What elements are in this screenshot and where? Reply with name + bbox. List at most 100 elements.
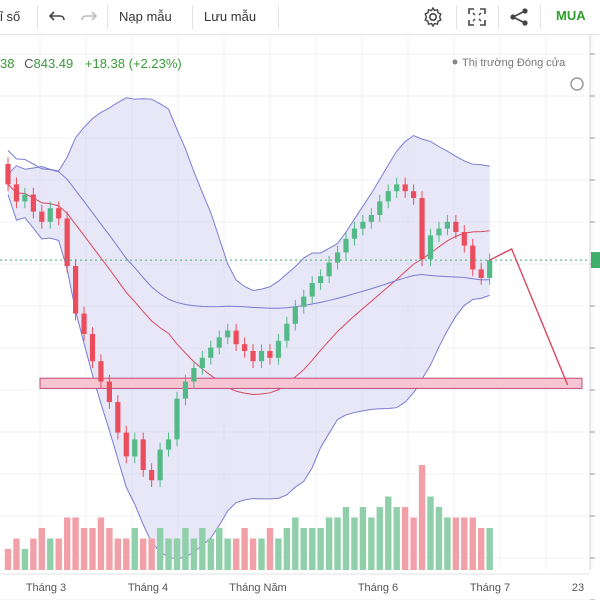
candle-body bbox=[284, 323, 290, 341]
volume-bar bbox=[156, 528, 164, 570]
candle-body bbox=[444, 221, 450, 229]
candle-body bbox=[478, 269, 484, 278]
volume-bar bbox=[435, 507, 443, 570]
candle-body bbox=[242, 344, 248, 351]
candle-body bbox=[115, 402, 121, 433]
share-icon[interactable] bbox=[507, 5, 531, 29]
volume-bar bbox=[89, 528, 96, 570]
volume-bar bbox=[418, 465, 426, 570]
volume-bar bbox=[232, 538, 240, 570]
volume-bar bbox=[359, 507, 367, 570]
price-change: +18.38 (+2.23%) bbox=[84, 56, 182, 71]
volume-bar bbox=[140, 538, 147, 570]
save-template-button[interactable]: Lưu mẫu bbox=[204, 9, 257, 24]
candle-body bbox=[216, 337, 222, 348]
volume-bar bbox=[292, 517, 299, 570]
volume-bar bbox=[283, 528, 291, 570]
bollinger-upper-line bbox=[7, 97, 490, 291]
candle-body bbox=[165, 439, 172, 450]
x-axis-label: Tháng 7 bbox=[470, 582, 510, 594]
toolbar-divider bbox=[456, 5, 457, 29]
volume-bar bbox=[444, 517, 451, 570]
candle-body bbox=[47, 208, 53, 222]
redo-icon[interactable] bbox=[77, 5, 101, 29]
volume-bar bbox=[452, 517, 460, 570]
buy-button[interactable]: MUA bbox=[556, 8, 586, 23]
volume-bar bbox=[148, 538, 155, 570]
volume-bar bbox=[80, 528, 88, 570]
price-legend: 38 C843.49 +18.38 (+2.23%) bbox=[0, 56, 182, 71]
volume-bar bbox=[224, 538, 231, 570]
volume-bar bbox=[249, 538, 257, 570]
volume-bar bbox=[309, 528, 316, 570]
volume-bar bbox=[300, 528, 307, 570]
candle-body bbox=[81, 313, 87, 334]
candle-body bbox=[258, 351, 265, 362]
candle-body bbox=[39, 211, 45, 222]
candle-body bbox=[275, 340, 281, 358]
volume-bar bbox=[342, 507, 350, 570]
volume-bar bbox=[385, 496, 392, 570]
candle-body bbox=[461, 232, 467, 246]
last-price-marker bbox=[591, 252, 600, 269]
candle-body bbox=[73, 266, 79, 314]
toolbar-divider bbox=[192, 5, 193, 29]
volume-bar bbox=[106, 528, 113, 570]
candle-body bbox=[309, 283, 315, 297]
candle-body bbox=[351, 228, 358, 239]
volume-bar bbox=[478, 528, 485, 570]
volume-bar bbox=[325, 517, 333, 570]
volume-bar bbox=[216, 528, 223, 570]
load-template-button[interactable]: Nạp mẫu bbox=[119, 9, 172, 24]
price-chart[interactable]: Thị trường Đóng cửa Tháng 3 Tháng 4 Tháng N… bbox=[0, 34, 600, 600]
toolbar-divider bbox=[278, 5, 279, 29]
volume-bar bbox=[241, 528, 248, 570]
candle-body bbox=[89, 334, 96, 362]
candle-body bbox=[368, 215, 374, 222]
candle-body bbox=[30, 194, 36, 212]
close-label: C bbox=[24, 56, 34, 71]
candle-body bbox=[208, 347, 214, 358]
bollinger-lower-line bbox=[7, 194, 490, 560]
undo-icon[interactable] bbox=[45, 5, 69, 29]
volume-bar bbox=[4, 549, 12, 570]
candle-body bbox=[301, 296, 307, 307]
toolbar-divider bbox=[107, 5, 108, 29]
candle-body bbox=[487, 260, 493, 278]
market-status-dot bbox=[452, 59, 458, 65]
volume-bar bbox=[469, 517, 476, 570]
x-axis-label: 23 bbox=[572, 582, 584, 594]
candle-body bbox=[360, 221, 366, 229]
volume-bar bbox=[486, 528, 493, 570]
volume-bar bbox=[63, 517, 71, 570]
toolbar-divider bbox=[540, 5, 541, 29]
previous-value-fragment: 38 bbox=[0, 56, 15, 71]
candle-body bbox=[174, 398, 180, 440]
candle-body bbox=[5, 164, 11, 185]
volume-bar bbox=[351, 517, 358, 570]
candle-body bbox=[267, 351, 273, 358]
candle-body bbox=[250, 351, 256, 362]
volume-bar bbox=[47, 538, 54, 570]
volume-bar bbox=[275, 538, 282, 570]
candle-body bbox=[182, 381, 189, 399]
volume-bar bbox=[114, 538, 122, 570]
volume-bar bbox=[207, 538, 214, 570]
candle-body bbox=[106, 381, 112, 402]
settings-icon[interactable] bbox=[421, 5, 445, 29]
volume-bar bbox=[30, 538, 37, 570]
fullscreen-icon[interactable] bbox=[465, 5, 489, 29]
candle-body bbox=[199, 357, 205, 368]
chart-settings-icon bbox=[570, 77, 584, 91]
volume-bar bbox=[38, 528, 45, 570]
candle-body bbox=[140, 439, 146, 470]
volume-bar bbox=[317, 528, 324, 570]
candle-body bbox=[411, 191, 417, 198]
x-axis-label: Tháng 6 bbox=[358, 582, 398, 594]
volume-bar bbox=[190, 538, 198, 570]
volume-bar bbox=[182, 528, 189, 570]
candle-body bbox=[402, 184, 408, 192]
candle-body bbox=[419, 198, 425, 260]
indicators-button[interactable]: ỉ số bbox=[0, 9, 21, 24]
candle-body bbox=[326, 262, 332, 277]
